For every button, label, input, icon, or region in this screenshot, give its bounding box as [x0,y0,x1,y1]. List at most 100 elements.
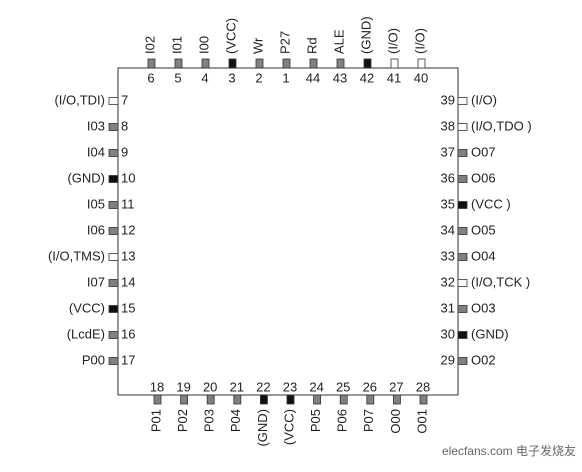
pin [153,394,162,405]
pin-label: P04 [228,409,243,432]
pin-label: (GND) [358,16,373,54]
pin-label: Wr [250,37,265,54]
pin-number: 16 [121,326,135,341]
pin-label: I02 [142,36,157,54]
pin-label: O02 [471,352,496,367]
pin [108,149,119,157]
pin [108,97,119,105]
pin-label: I00 [196,36,211,54]
pin [457,201,468,209]
pin-number: 7 [121,92,128,107]
pin-number: 43 [333,70,347,85]
pin [147,58,156,69]
pin-number: 10 [121,170,135,185]
pin-number: 6 [147,70,154,85]
pin-number: 42 [360,70,374,85]
pin-label: P01 [148,409,163,432]
pin-number: 13 [121,248,135,263]
pin-number: 40 [414,70,428,85]
pin [457,123,468,131]
pin-number: 8 [121,118,128,133]
chip-body [117,67,459,396]
pin-label: (I/O,TMS) [48,248,105,263]
pin [457,149,468,157]
pin [286,394,295,405]
pin-number: 11 [121,196,135,211]
pin-label: P02 [175,409,190,432]
pin-label: (GND) [67,170,105,185]
pin [180,394,189,405]
pin-number: 12 [121,222,135,237]
pin-number: 36 [441,170,455,185]
pin-number: 18 [150,379,164,394]
pin-number: 5 [174,70,181,85]
pin-label: (LcdE) [67,326,105,341]
pin [228,58,237,69]
pin [108,175,119,183]
pin-number: 33 [441,248,455,263]
pin-label: P03 [202,409,217,432]
pin-label: (GND) [255,409,270,447]
pin-label: O06 [471,170,496,185]
pin [457,175,468,183]
pin [174,58,183,69]
pin [392,394,401,405]
pin-label: I04 [87,144,105,159]
pin-label: ALE [331,29,346,54]
pin [363,58,372,69]
pin-number: 17 [121,352,135,367]
pin [108,357,119,365]
pin-number: 39 [441,92,455,107]
pin-number: 19 [176,379,190,394]
pin [108,279,119,287]
pin-number: 34 [441,222,455,237]
pin-number: 24 [309,379,323,394]
pin-number: 29 [441,352,455,367]
pin-number: 4 [201,70,208,85]
pin-label: (I/O,TCK ) [471,274,530,289]
pin [390,58,399,69]
pin-label: O00 [388,409,403,434]
pin-number: 35 [441,196,455,211]
pin-label: (I/O,TDO ) [471,118,532,133]
pin-label: (GND) [471,326,509,341]
pin [457,357,468,365]
pin-label: I03 [87,118,105,133]
pin [457,253,468,261]
pin-label: (VCC) [223,18,238,54]
pin [108,227,119,235]
pin-label: (I/O,TDI) [54,92,105,107]
pin-label: (VCC) [69,300,105,315]
pin-label: I07 [87,274,105,289]
pin-number: 26 [363,379,377,394]
pin-label: O03 [471,300,496,315]
pin-label: P07 [361,409,376,432]
pin [259,394,268,405]
pin-label: (I/O) [471,92,497,107]
pin [417,58,426,69]
pin [366,394,375,405]
watermark: elecfans.com 电子发烧友 [442,443,576,458]
pin [108,253,119,261]
pin-number: 41 [387,70,401,85]
pin [255,58,264,69]
pin [233,394,242,405]
pin-number: 31 [441,300,455,315]
pin-number: 9 [121,144,128,159]
pin [108,201,119,209]
pin [457,331,468,339]
pin-number: 15 [121,300,135,315]
pin [309,58,318,69]
pin-number: 23 [283,379,297,394]
pin-number: 1 [282,70,289,85]
pin-label: (VCC) [281,409,296,445]
pin-label: O05 [471,222,496,237]
pin-number: 30 [441,326,455,341]
pin-label: Rd [304,37,319,54]
pin [457,305,468,313]
pin [339,394,348,405]
pin [457,97,468,105]
pin [206,394,215,405]
